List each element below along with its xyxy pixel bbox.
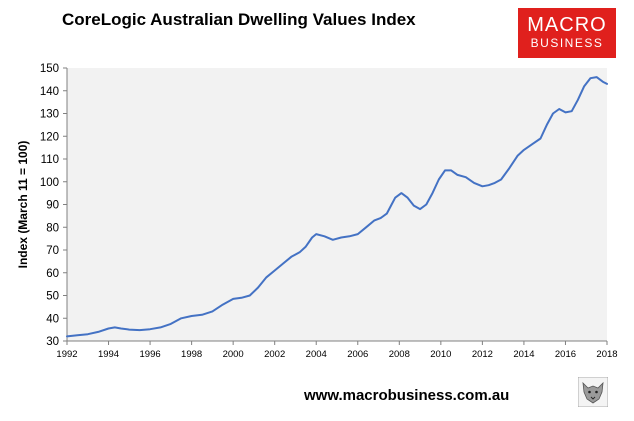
x-tick-label: 1994: [98, 349, 119, 360]
wolf-mascot-icon: [578, 377, 608, 407]
series-line: [66, 76, 608, 338]
y-tick-label: 50: [46, 291, 59, 303]
x-tick-label: 2004: [306, 349, 327, 360]
x-tick-label: 2016: [555, 349, 576, 360]
x-tick-label: 2014: [513, 349, 534, 360]
x-tick-label: 2002: [264, 349, 285, 360]
x-tick-label: 2000: [223, 349, 244, 360]
y-tick-label: 130: [40, 109, 59, 121]
y-tick-label: 100: [40, 177, 59, 189]
x-tick-label: 2018: [596, 349, 617, 360]
brand-logo-bottom: BUSINESS: [530, 36, 604, 50]
x-tick-label: 1998: [181, 349, 202, 360]
x-tick-label: 1996: [140, 349, 161, 360]
y-tick-label: 60: [46, 268, 59, 280]
plot-area: 30 40 50 60 70 80 90 100 110 120 130 140 150 1992 1994…: [16, 63, 618, 360]
x-tick-label: 2012: [472, 349, 493, 360]
x-tick-label: 1992: [56, 349, 77, 360]
y-tick-label: 140: [40, 86, 59, 98]
y-tick-label: 70: [46, 245, 59, 257]
footer-url[interactable]: www.macrobusiness.com.au: [304, 387, 510, 404]
x-tick-label: 2010: [430, 349, 451, 360]
y-tick-label: 80: [46, 222, 59, 234]
plot-background: [67, 68, 607, 341]
y-tick-label: 40: [46, 313, 59, 325]
y-tick-label: 150: [40, 63, 59, 75]
y-tick-label: 30: [46, 336, 59, 348]
chart-title: CoreLogic Australian Dwelling Values Ind…: [62, 10, 416, 29]
y-tick-label: 110: [41, 154, 59, 166]
x-tick-label: 2008: [389, 349, 410, 360]
brand-logo: MACRO BUSINESS: [518, 8, 616, 58]
y-tick-label: 120: [40, 131, 59, 143]
brand-logo-top: MACRO: [527, 14, 607, 36]
y-axis-label: Index (March 11 = 100): [16, 141, 30, 269]
x-tick-label: 2006: [347, 349, 368, 360]
y-tick-label: 90: [46, 200, 59, 212]
